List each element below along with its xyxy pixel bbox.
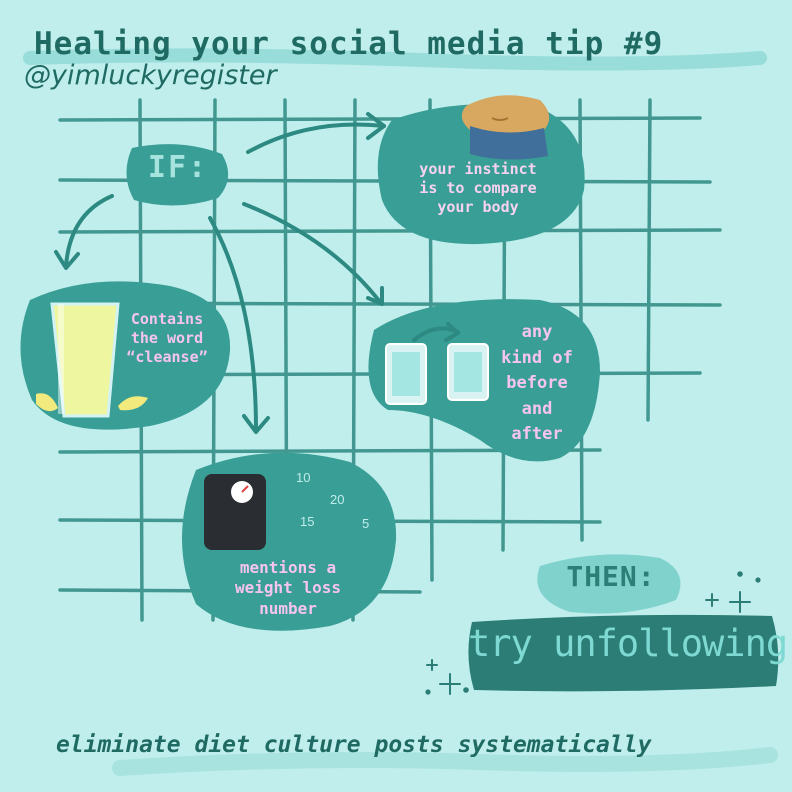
weight-bubble-text: mentions a weight loss number bbox=[198, 558, 378, 619]
bubble-line: is to compare bbox=[419, 179, 537, 198]
belly-illustration bbox=[461, 95, 550, 160]
bubble-line: weight loss bbox=[235, 578, 341, 598]
bubble-line: mentions a bbox=[239, 558, 337, 577]
then-bubble bbox=[537, 554, 681, 614]
arrow-to-cleanse bbox=[64, 194, 114, 268]
if-bubble bbox=[126, 144, 229, 206]
title-highlight-stroke bbox=[23, 48, 767, 71]
arrow-to-before-after bbox=[242, 202, 382, 304]
flow-arrows bbox=[54, 112, 460, 434]
bubble-line: before bbox=[506, 373, 568, 393]
bubble-line: “cleanse” bbox=[126, 348, 208, 367]
then-label: THEN: bbox=[566, 560, 656, 593]
bathroom-scale-icon bbox=[204, 474, 266, 550]
bubble-line: number bbox=[259, 598, 317, 618]
before-after-phones-icon bbox=[385, 343, 489, 405]
scale-number: 10 bbox=[296, 470, 310, 485]
bubble-line: after bbox=[511, 424, 563, 444]
footer-highlight-stroke bbox=[112, 747, 778, 776]
bubble-line: Contains bbox=[130, 310, 204, 328]
footer-caption: eliminate diet culture posts systematica… bbox=[56, 732, 652, 758]
before-after-bubble-text: any kind of before and after bbox=[482, 320, 592, 448]
bubble-line: your instinct bbox=[419, 160, 537, 178]
sparkles-decoration bbox=[425, 571, 761, 695]
bubble-line: and bbox=[521, 398, 553, 419]
cleanse-bubble-text: Contains the word “cleanse” bbox=[112, 310, 222, 368]
lemonade-glass-icon bbox=[36, 302, 148, 418]
arrow-to-compare bbox=[246, 122, 386, 154]
action-box bbox=[468, 614, 779, 692]
scale-number: 15 bbox=[300, 514, 314, 529]
bubble-line: your body bbox=[437, 198, 519, 217]
page-title: Healing your social media tip #9 bbox=[34, 26, 664, 62]
scale-number: 5 bbox=[362, 516, 369, 531]
author-handle: @yimluckyregister bbox=[24, 60, 277, 91]
scale-number: 20 bbox=[330, 492, 344, 507]
if-label: IF: bbox=[147, 150, 209, 185]
arrow-to-weight bbox=[208, 216, 258, 432]
bubble-line: kind of bbox=[501, 347, 573, 368]
compare-bubble-text: your instinct is to compare your body bbox=[388, 160, 568, 218]
bubble-line: any bbox=[521, 322, 553, 342]
action-text: try unfollowing! bbox=[468, 622, 792, 665]
bubble-line: the word bbox=[130, 329, 204, 348]
scale-numbers: 10 20 15 5 bbox=[296, 470, 369, 531]
